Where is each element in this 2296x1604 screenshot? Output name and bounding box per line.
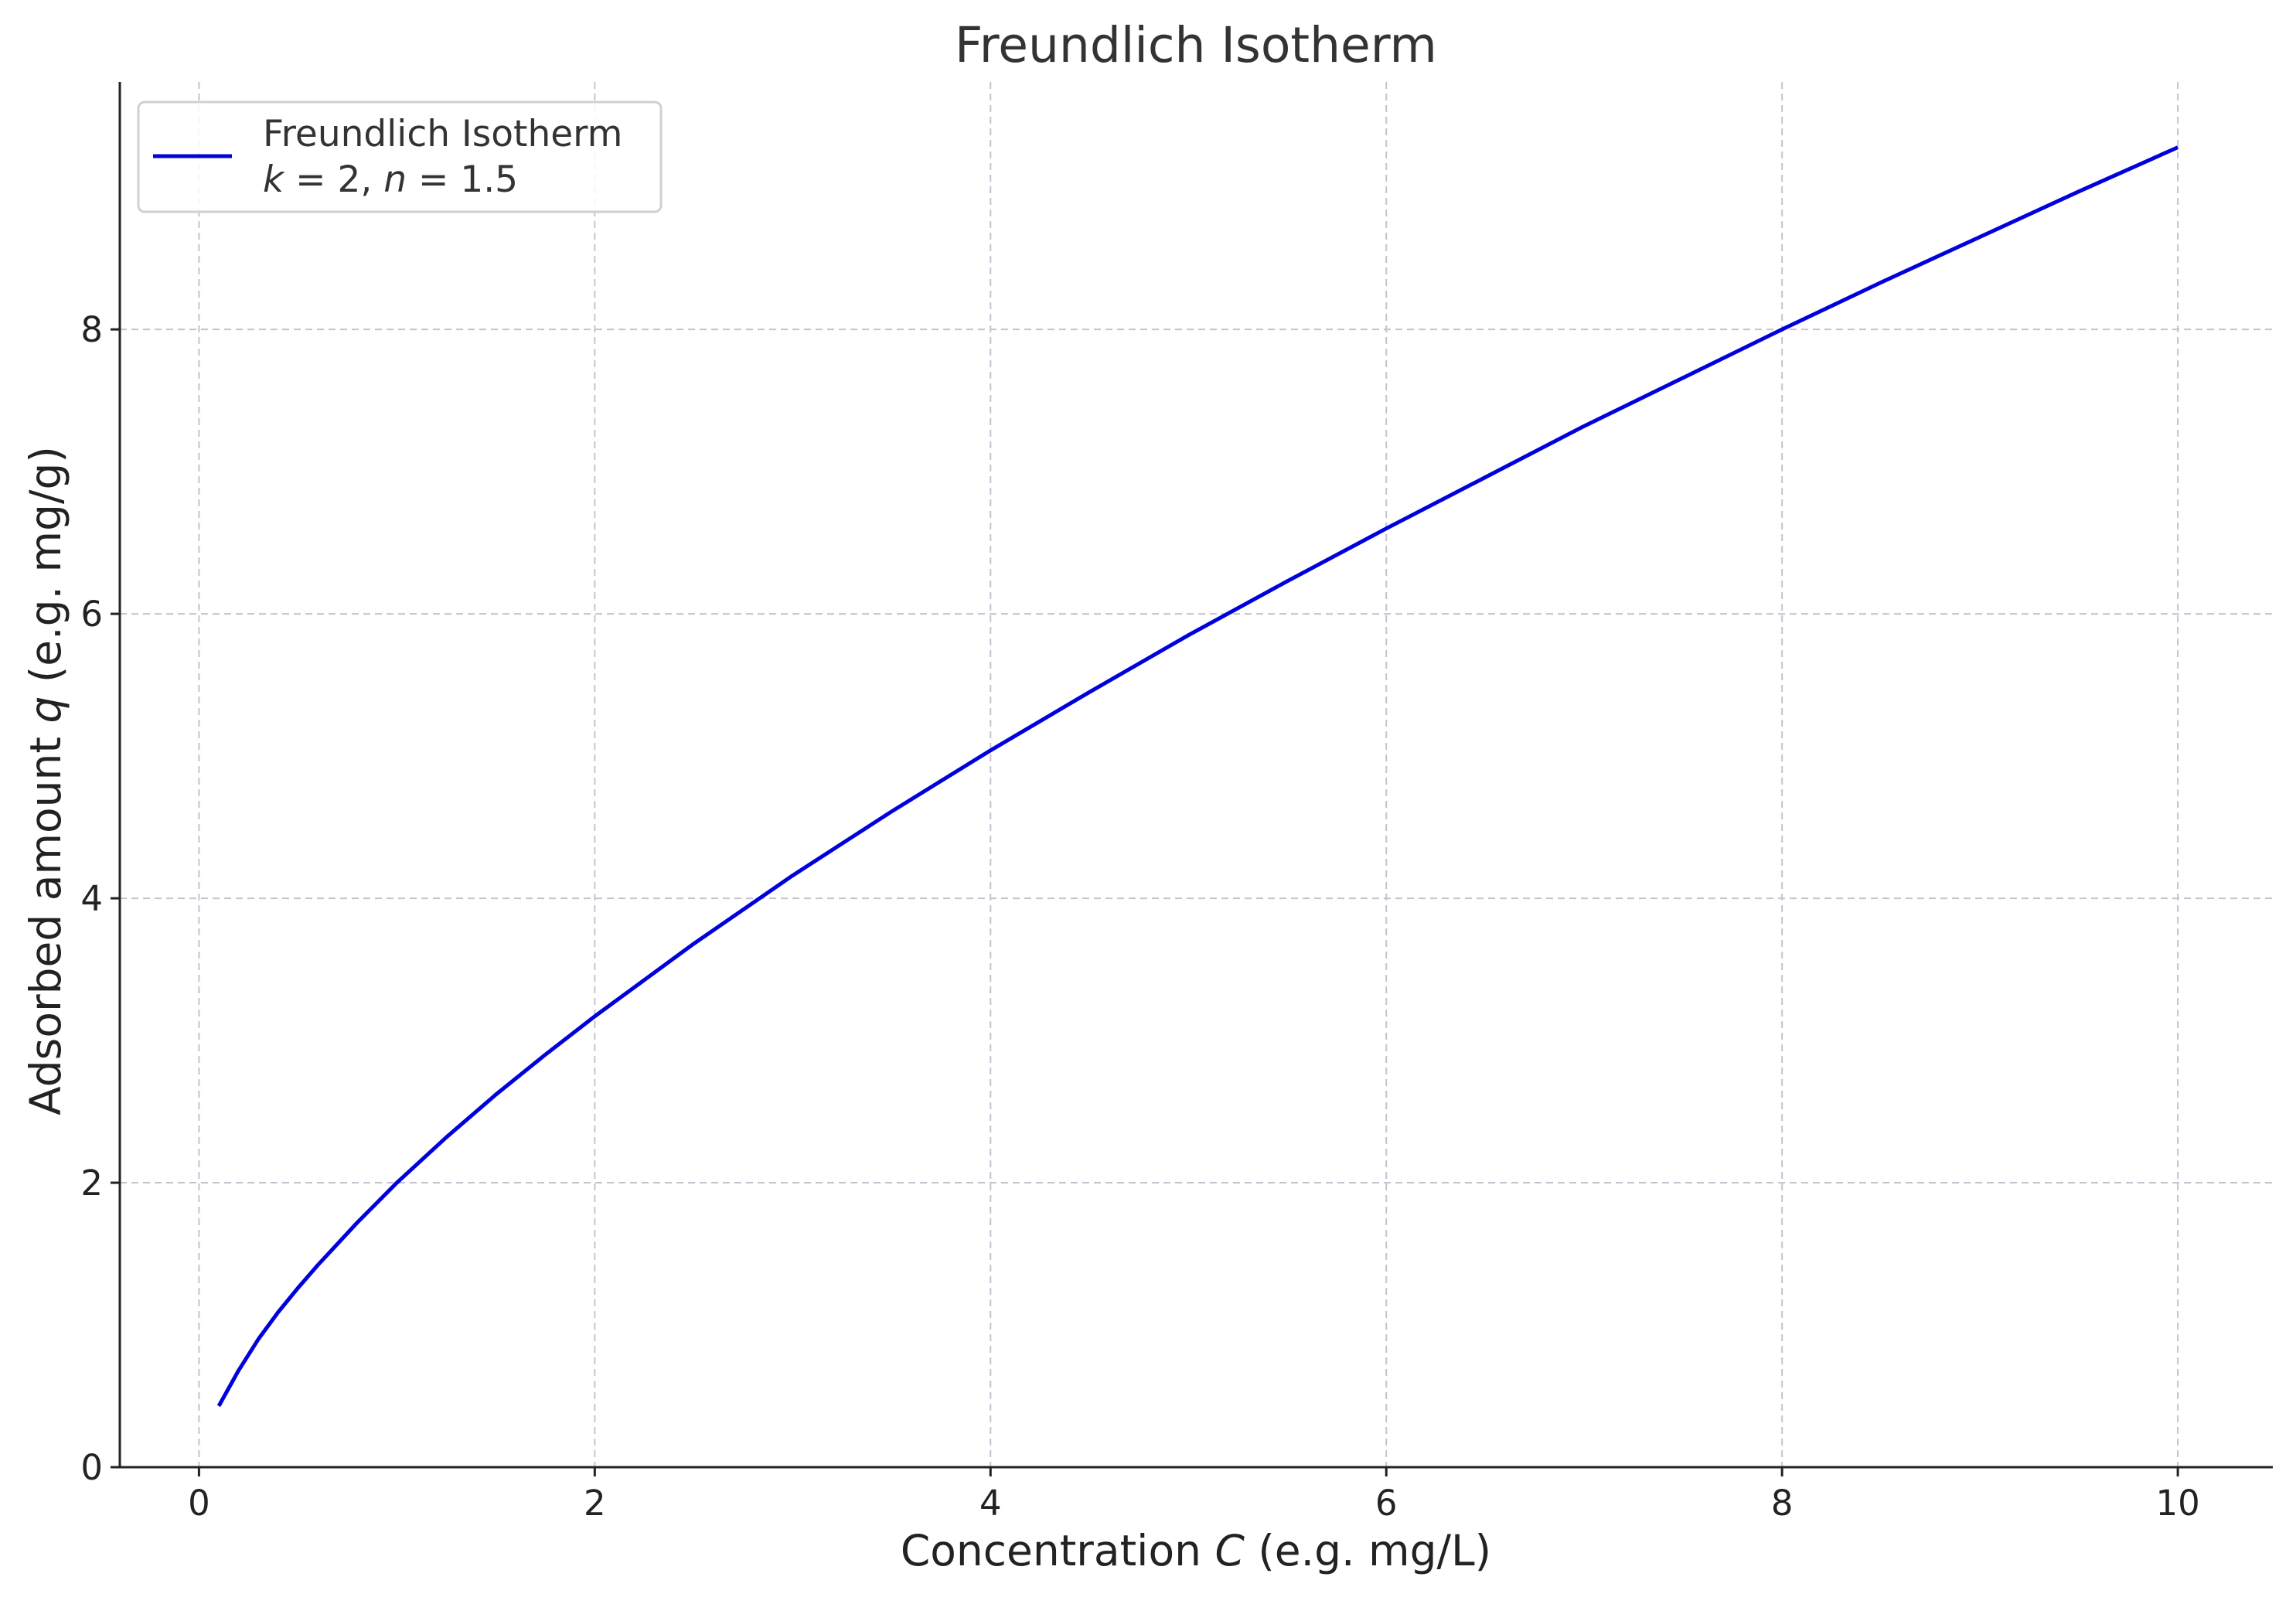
y-tick-label-2: 4 — [80, 878, 103, 919]
x-tick-label-5: 10 — [2155, 1483, 2199, 1524]
x-tick-label-3: 6 — [1375, 1483, 1398, 1524]
y-axis-label: Adsorbed amount q (e.g. mg/g) — [21, 446, 70, 1115]
y-tick-label-1: 2 — [80, 1163, 103, 1204]
y-tick-label-0: 0 — [80, 1447, 103, 1488]
y-tick-label-4: 8 — [80, 309, 103, 350]
x-tick-label-1: 2 — [584, 1483, 606, 1524]
x-tick-label-2: 4 — [979, 1483, 1002, 1524]
x-tick-label-0: 0 — [188, 1483, 210, 1524]
legend: Freundlich Isotherm k = 2, n = 1.5 — [137, 100, 663, 213]
series-line-0 — [216, 145, 2179, 1408]
series-layer — [216, 145, 2179, 1408]
chart-title: Freundlich Isotherm — [955, 17, 1437, 73]
grid — [120, 82, 2273, 1467]
x-tick-label-4: 8 — [1771, 1483, 1794, 1524]
axes — [111, 82, 2273, 1476]
x-axis-label: Concentration C (e.g. mg/L) — [901, 1526, 1491, 1575]
y-tick-label-3: 6 — [80, 594, 103, 635]
legend-box — [137, 100, 663, 213]
legend-label-line2: k = 2, n = 1.5 — [263, 158, 518, 201]
legend-label-line1: Freundlich Isotherm — [263, 113, 622, 155]
tick-labels: 0 2 4 6 8 10 0 2 4 6 8 — [80, 309, 2199, 1524]
